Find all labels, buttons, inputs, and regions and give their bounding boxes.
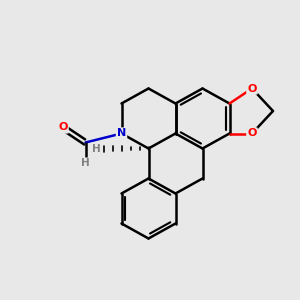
Text: O: O <box>247 128 257 139</box>
Text: N: N <box>117 128 126 139</box>
Text: O: O <box>58 122 68 133</box>
Text: H: H <box>92 143 100 154</box>
Text: O: O <box>247 83 257 94</box>
Text: H: H <box>81 158 90 169</box>
